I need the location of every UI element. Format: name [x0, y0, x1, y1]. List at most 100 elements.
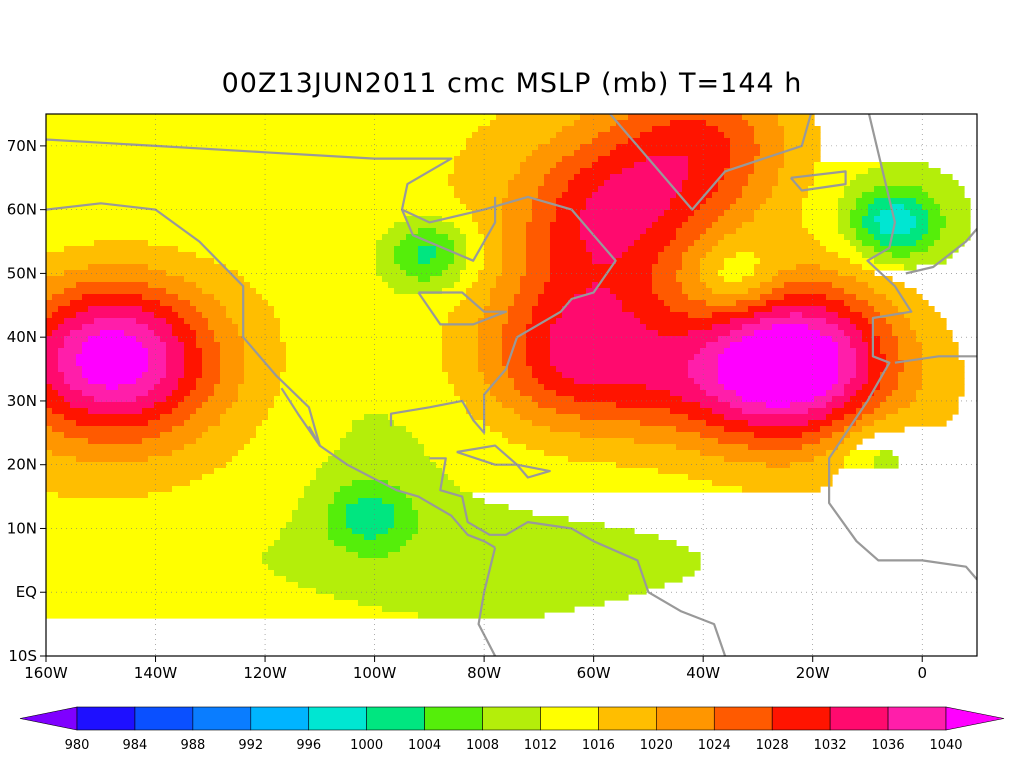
field-cell: [64, 288, 167, 295]
field-cell: [46, 564, 269, 571]
field-cell: [628, 138, 731, 145]
field-cell: [868, 228, 881, 235]
field-cell: [856, 324, 875, 331]
field-cell: [898, 354, 923, 361]
field-cell: [550, 264, 653, 271]
coastline-segment: [905, 228, 977, 275]
field-cell: [46, 522, 287, 529]
field-cell: [454, 222, 479, 229]
field-cell: [862, 414, 887, 421]
field-cell: [442, 348, 479, 355]
field-cell: [106, 384, 119, 391]
field-cell: [226, 312, 275, 319]
field-cell: [838, 366, 857, 373]
field-cell: [442, 336, 479, 343]
field-cell: [46, 474, 203, 481]
field-cell: [934, 198, 971, 205]
field-cell: [646, 384, 701, 391]
field-cell: [670, 408, 713, 415]
field-cell: [448, 378, 485, 385]
field-cell: [484, 234, 503, 241]
field-cell: [244, 342, 287, 349]
field-cell: [46, 390, 59, 397]
field-cell: [718, 366, 839, 373]
field-cell: [82, 372, 143, 379]
field-cell: [46, 408, 53, 415]
field-cell: [814, 234, 845, 241]
field-cell: [688, 414, 725, 421]
field-cell: [346, 504, 395, 511]
field-cell: [874, 246, 929, 253]
field-cell: [712, 246, 827, 253]
field-cell: [694, 354, 719, 361]
field-cell: [874, 258, 947, 265]
field-cell: [682, 282, 707, 289]
field-cell: [64, 378, 89, 385]
field-cell: [574, 378, 695, 385]
field-cell: [868, 168, 941, 175]
field-cell: [202, 348, 221, 355]
field-cell: [244, 372, 281, 379]
field-cell: [268, 300, 461, 307]
field-cell: [214, 468, 317, 475]
field-cell: [784, 156, 821, 163]
field-cell: [46, 594, 335, 601]
field-cell: [706, 420, 749, 427]
field-cell: [238, 384, 281, 391]
field-cell: [172, 450, 239, 457]
field-cell: [676, 276, 701, 283]
field-cell: [748, 120, 779, 127]
field-cell: [676, 234, 701, 241]
field-cell: [652, 276, 677, 283]
field-cell: [76, 312, 155, 319]
field-cell: [220, 354, 245, 361]
field-cell: [148, 456, 233, 463]
field-cell: [616, 120, 671, 127]
field-cell: [946, 216, 971, 223]
field-cell: [916, 330, 953, 337]
field-cell: [862, 402, 881, 409]
field-cell: [778, 120, 815, 127]
field-cell: [478, 354, 503, 361]
field-cell: [304, 492, 335, 499]
field-cell: [874, 456, 899, 463]
field-cell: [754, 216, 803, 223]
field-cell: [508, 312, 533, 319]
field-cell: [514, 408, 557, 415]
field-cell: [550, 276, 653, 283]
field-cell: [418, 510, 533, 517]
field-cell: [46, 498, 299, 505]
field-cell: [148, 354, 167, 361]
field-cell: [484, 258, 503, 265]
field-cell: [436, 462, 617, 469]
field-cell: [46, 546, 269, 553]
field-cell: [478, 270, 503, 277]
field-cell: [688, 174, 725, 181]
field-cell: [376, 264, 401, 271]
field-cell: [64, 432, 161, 439]
field-cell: [466, 258, 485, 265]
field-cell: [394, 288, 443, 295]
field-cell: [868, 366, 887, 373]
field-cell: [394, 504, 413, 511]
field-cell: [736, 300, 767, 307]
field-cell: [814, 174, 857, 181]
field-cell: [64, 396, 95, 403]
field-cell: [628, 114, 743, 121]
field-cell: [142, 408, 173, 415]
field-cell: [826, 294, 857, 301]
field-cell: [850, 210, 869, 217]
field-cell: [874, 234, 923, 241]
field-cell: [808, 192, 845, 199]
field-cell: [880, 222, 917, 229]
field-cell: [406, 426, 491, 433]
field-cell: [502, 402, 539, 409]
field-cell: [52, 408, 89, 415]
field-cell: [400, 264, 449, 271]
field-cell: [844, 384, 863, 391]
field-cell: [46, 576, 287, 583]
field-cell: [850, 258, 875, 265]
field-cell: [874, 288, 917, 295]
field-cell: [82, 342, 143, 349]
field-cell: [196, 282, 251, 289]
